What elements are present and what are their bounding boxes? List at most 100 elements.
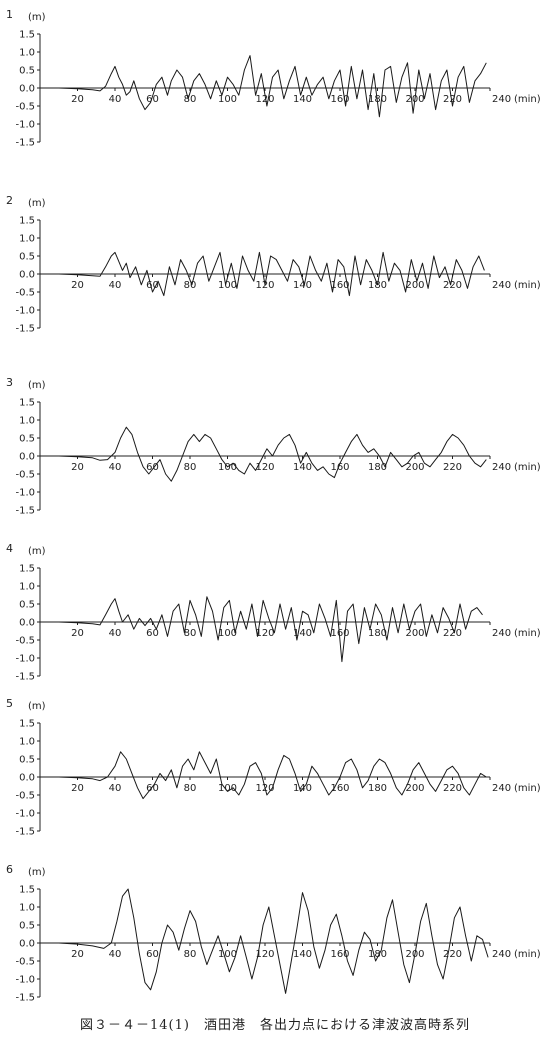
y-tick-label: 1.0 [19, 737, 35, 748]
y-tick-label: -1.5 [15, 672, 35, 683]
chart-panel-1: 1 (m) 1.5 1.0 0.5 0.0 -0.5 -1.0 -1.5 20 40 60 80 100 1… [6, 8, 541, 149]
x-tick-label: 180 [368, 783, 387, 794]
x-tick-label: 220 [443, 628, 462, 639]
x-tick-label: 20 [71, 462, 84, 473]
x-axis-unit: (min) [514, 280, 541, 291]
x-tick-label: 100 [218, 94, 237, 105]
x-tick-label: 40 [109, 628, 122, 639]
x-tick-label: 200 [405, 628, 424, 639]
x-tick-label: 240 [492, 94, 511, 105]
x-tick-label: 240 [492, 783, 511, 794]
chart-panel-5: 5 (m) 1.5 1.0 0.5 0.0 -0.5 -1.0 -1.5 20 40 60 80 100 1… [6, 697, 541, 838]
x-tick-label: 40 [109, 783, 122, 794]
x-tick-label: 160 [330, 280, 349, 291]
panel-number: 4 [6, 542, 13, 555]
x-tick-label: 200 [405, 783, 424, 794]
y-tick-label: 0.5 [19, 252, 35, 263]
y-tick-label: 0.5 [19, 434, 35, 445]
x-tick-label: 120 [255, 628, 274, 639]
chart-panel-2: 2 (m) 1.5 1.0 0.5 0.0 -0.5 -1.0 -1.5 20 40 60 80 100 1… [6, 194, 541, 335]
x-tick-label: 40 [109, 280, 122, 291]
y-tick-label: -0.5 [15, 470, 35, 481]
y-tick-label: 1.0 [19, 416, 35, 427]
x-tick-label: 160 [330, 462, 349, 473]
y-tick-label: 0.0 [19, 773, 35, 784]
y-axis-unit: (m) [28, 198, 46, 209]
x-tick-label: 120 [255, 949, 274, 960]
x-tick-label: 40 [109, 462, 122, 473]
panel-number: 5 [6, 697, 13, 710]
y-axis-unit: (m) [28, 546, 46, 557]
x-tick-label: 20 [71, 280, 84, 291]
chart-panel-6: 6 (m) 1.5 1.0 0.5 0.0 -0.5 -1.0 -1.5 20 40 60 80 100 1… [6, 863, 541, 1004]
x-tick-label: 120 [255, 462, 274, 473]
x-tick-label: 220 [443, 462, 462, 473]
y-tick-label: 0.0 [19, 84, 35, 95]
y-tick-label: -0.5 [15, 288, 35, 299]
x-tick-label: 40 [109, 949, 122, 960]
x-tick-label: 140 [293, 949, 312, 960]
x-axis-unit: (min) [514, 783, 541, 794]
y-tick-label: 1.5 [19, 564, 35, 575]
y-tick-label: 0.5 [19, 66, 35, 77]
y-tick-label: 1.5 [19, 398, 35, 409]
series-line [40, 888, 489, 994]
x-tick-label: 140 [293, 94, 312, 105]
x-axis-unit: (min) [514, 94, 541, 105]
x-tick-label: 160 [330, 783, 349, 794]
y-axis-unit: (m) [28, 701, 46, 712]
x-tick-label: 240 [492, 280, 511, 291]
y-tick-label: -0.5 [15, 102, 35, 113]
y-axis-unit: (m) [28, 867, 46, 878]
y-tick-label: 0.0 [19, 452, 35, 463]
x-tick-label: 180 [368, 628, 387, 639]
x-tick-label: 60 [146, 94, 159, 105]
y-tick-label: 0.0 [19, 939, 35, 950]
panel-number: 2 [6, 194, 13, 207]
panel-number: 6 [6, 863, 13, 876]
y-tick-label: 0.0 [19, 618, 35, 629]
y-tick-label: 1.5 [19, 885, 35, 896]
y-tick-label: -0.5 [15, 957, 35, 968]
x-tick-label: 100 [218, 783, 237, 794]
y-tick-label: -1.5 [15, 138, 35, 149]
series-line [40, 596, 483, 663]
x-tick-label: 120 [255, 94, 274, 105]
x-tick-label: 220 [443, 783, 462, 794]
x-tick-label: 80 [184, 783, 197, 794]
x-tick-label: 60 [146, 783, 159, 794]
y-tick-label: -1.0 [15, 809, 35, 820]
y-tick-label: -1.0 [15, 306, 35, 317]
y-tick-label: -1.5 [15, 993, 35, 1004]
x-axis-unit: (min) [514, 628, 541, 639]
y-tick-label: 1.0 [19, 582, 35, 593]
x-tick-label: 180 [368, 462, 387, 473]
x-tick-label: 160 [330, 628, 349, 639]
x-tick-label: 20 [71, 949, 84, 960]
series-line [40, 751, 487, 800]
y-tick-label: 1.5 [19, 216, 35, 227]
y-tick-label: 0.5 [19, 600, 35, 611]
y-tick-label: 1.0 [19, 903, 35, 914]
panel-number: 1 [6, 8, 13, 21]
x-tick-label: 120 [255, 280, 274, 291]
x-tick-label: 20 [71, 783, 84, 794]
x-tick-label: 240 [492, 628, 511, 639]
x-tick-label: 60 [146, 462, 159, 473]
y-tick-label: 0.5 [19, 921, 35, 932]
x-tick-label: 60 [146, 280, 159, 291]
x-tick-label: 80 [184, 462, 197, 473]
x-axis-unit: (min) [514, 462, 541, 473]
series-line [40, 426, 487, 482]
x-tick-label: 20 [71, 94, 84, 105]
x-tick-label: 100 [218, 949, 237, 960]
x-tick-label: 60 [146, 628, 159, 639]
y-tick-label: -1.0 [15, 120, 35, 131]
y-tick-label: 1.0 [19, 48, 35, 59]
y-axis-unit: (m) [28, 380, 46, 391]
x-axis-unit: (min) [514, 949, 541, 960]
y-tick-label: -1.5 [15, 506, 35, 517]
y-tick-label: -0.5 [15, 791, 35, 802]
x-tick-label: 160 [330, 94, 349, 105]
